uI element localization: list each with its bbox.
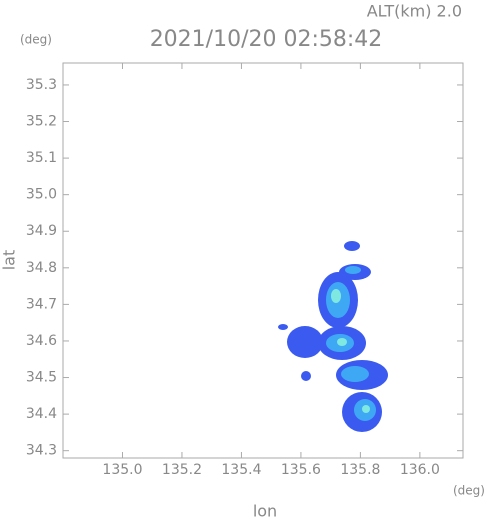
- y-tick-label: 34.5: [26, 370, 57, 386]
- y-tick-label: 34.7: [26, 296, 57, 312]
- x-tick-label: 136.0: [400, 462, 440, 478]
- radar-echo: [278, 241, 388, 432]
- y-tick-label: 34.8: [26, 260, 57, 276]
- y-unit: (deg): [20, 33, 52, 47]
- x-tick-label: 135.4: [221, 462, 261, 478]
- y-tick-label: 34.6: [26, 333, 57, 349]
- y-tick-label: 34.3: [26, 443, 57, 459]
- altitude-label: ALT(km) 2.0: [367, 2, 462, 21]
- y-tick-label: 35.2: [26, 114, 57, 130]
- y-tick-label: 34.4: [26, 406, 57, 422]
- x-tick-label: 135.8: [340, 462, 380, 478]
- x-tick-label: 135.0: [102, 462, 142, 478]
- x-axis-label: lon: [253, 502, 277, 521]
- x-unit: (deg): [453, 484, 485, 498]
- chart-title: 2021/10/20 02:58:42: [150, 27, 383, 52]
- plot-frame: [62, 62, 464, 459]
- y-tick-label: 35.0: [26, 187, 57, 203]
- x-tick-label: 135.2: [162, 462, 202, 478]
- y-axis-label: lat: [0, 250, 19, 271]
- y-tick-label: 34.9: [26, 223, 57, 239]
- x-tick-label: 135.6: [281, 462, 321, 478]
- y-tick-label: 35.1: [26, 150, 57, 166]
- y-tick-label: 35.3: [26, 77, 57, 93]
